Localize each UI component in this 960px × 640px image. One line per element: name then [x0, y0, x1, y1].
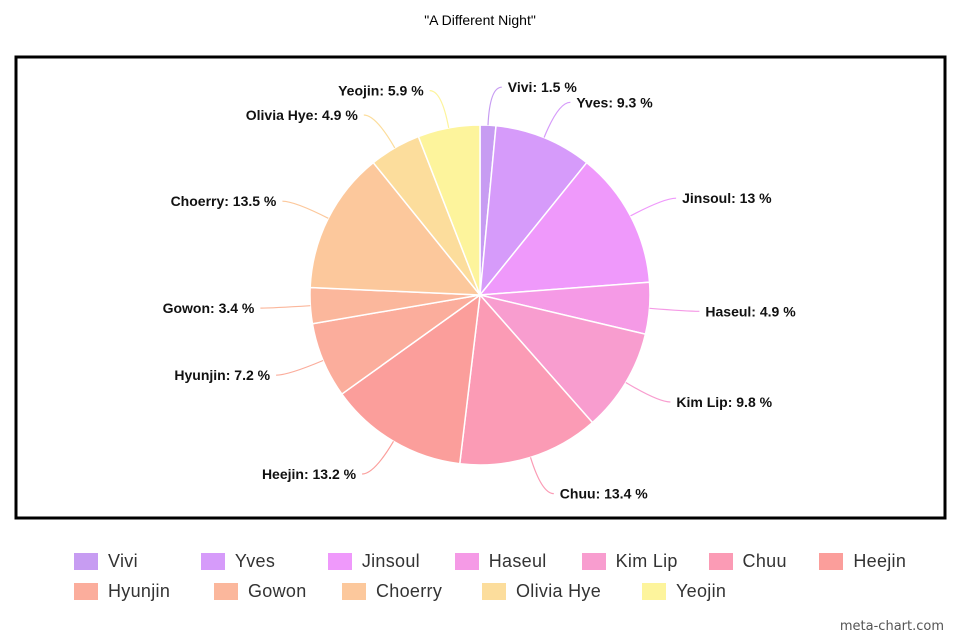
leader-line-vivi: [487, 86, 502, 126]
slice-label-jinsoul: Jinsoul: 13 %: [682, 190, 772, 206]
leader-line-hyunjin: [276, 359, 324, 376]
leader-lines: [260, 86, 700, 495]
legend-item-yves[interactable]: Yves: [200, 550, 328, 572]
slice-label-choerry: Choerry: 13.5 %: [171, 193, 277, 209]
leader-line-yves: [543, 101, 571, 138]
legend-row: Hyunjin Gowon Choerry Olivia Hye Yeojin: [74, 576, 914, 606]
legend-label: Yves: [234, 550, 276, 571]
pie-slice-heejin: [340, 293, 481, 465]
leader-line-olivia-hye: [363, 114, 396, 149]
slice-label-kim-lip: Kim Lip: 9.8 %: [676, 394, 772, 410]
legend-swatch: [581, 552, 606, 570]
pie-slice-yves: [479, 124, 588, 298]
leader-line-gowon: [260, 305, 311, 309]
legend-swatch: [74, 582, 98, 600]
legend-item-yeojin[interactable]: Yeojin: [642, 581, 762, 602]
pie-slices: [309, 124, 651, 466]
legend-swatch: [819, 552, 844, 570]
legend-label: Jinsoul: [361, 550, 420, 571]
legend-label: Heejin: [853, 550, 907, 571]
legend-swatch: [454, 552, 479, 570]
slice-labels: Vivi: 1.5 %Yves: 9.3 % Jinsoul: 13 % Haseu…: [163, 79, 797, 501]
pie-slice-jinsoul: [478, 161, 651, 296]
pie-chart: Vivi: 1.5 %Yves: 9.3 % Jinsoul: 13 % Haseu…: [14, 55, 947, 520]
legend-item-jinsoul[interactable]: Jinsoul: [327, 550, 455, 572]
leader-line-jinsoul: [630, 197, 677, 217]
leader-line-haseul: [649, 307, 700, 312]
legend-swatch: [342, 582, 366, 600]
legend-item-chuu[interactable]: Chuu: [708, 550, 820, 572]
slice-label-hyunjin: Hyunjin: 7.2 %: [174, 367, 270, 383]
slice-label-haseul: Haseul: 4.9 %: [705, 303, 796, 319]
pie-slice-yeojin: [417, 124, 481, 296]
slice-label-vivi: Vivi: 1.5 %: [508, 79, 578, 95]
legend-label: Haseul: [488, 550, 547, 571]
leader-line-chuu: [529, 457, 554, 495]
legend-label: Gowon: [248, 580, 307, 601]
legend-swatch: [708, 552, 733, 570]
leader-line-heejin: [362, 440, 395, 475]
watermark: meta-chart.com: [839, 619, 944, 634]
legend-label: Kim Lip: [615, 550, 678, 571]
legend-swatch: [214, 582, 238, 600]
legend-item-gowon[interactable]: Gowon: [214, 581, 342, 602]
slice-label-chuu: Chuu: 13.4 %: [560, 486, 648, 502]
legend-swatch: [200, 552, 225, 570]
legend-item-heejin[interactable]: Heejin: [819, 551, 914, 572]
legend-swatch: [642, 582, 666, 600]
legend-label: Vivi: [108, 550, 138, 571]
legend-label: Olivia Hye: [516, 580, 602, 601]
legend-swatch: [482, 582, 506, 600]
legend-row: Vivi Yves Jinsoul Haseul Kim Lip Chuu Heejin: [74, 546, 914, 576]
pie-slice-kim-lip: [477, 293, 647, 424]
chart-title: "A Different Night": [424, 12, 536, 28]
legend-label: Chuu: [742, 550, 787, 571]
slice-label-yves: Yves: 9.3 %: [576, 94, 653, 110]
legend-label: Yeojin: [676, 580, 727, 601]
legend-item-kim-lip[interactable]: Kim Lip: [581, 550, 709, 572]
leader-line-kim-lip: [625, 381, 671, 403]
legend-label: Hyunjin: [108, 580, 171, 601]
legend-item-vivi[interactable]: Vivi: [74, 551, 201, 572]
slice-label-gowon: Gowon: 3.4 %: [163, 300, 255, 316]
leader-line-yeojin: [429, 90, 450, 129]
slice-label-heejin: Heejin: 13.2 %: [262, 466, 357, 482]
legend-item-olivia-hye[interactable]: Olivia Hye: [482, 581, 642, 602]
legend-swatch: [74, 552, 98, 570]
legend-item-haseul[interactable]: Haseul: [454, 550, 582, 572]
leader-line-choerry: [282, 200, 329, 219]
slice-label-yeojin: Yeojin: 5.9 %: [338, 83, 424, 99]
legend-label: Choerry: [376, 580, 443, 601]
legend-item-choerry[interactable]: Choerry: [342, 581, 482, 602]
legend: Vivi Yves Jinsoul Haseul Kim Lip Chuu Heejin Hy…: [74, 546, 914, 606]
legend-swatch: [327, 552, 352, 570]
slice-label-olivia-hye: Olivia Hye: 4.9 %: [246, 107, 359, 123]
legend-item-hyunjin[interactable]: Hyunjin: [74, 581, 214, 602]
plot-frame: [14, 55, 947, 520]
